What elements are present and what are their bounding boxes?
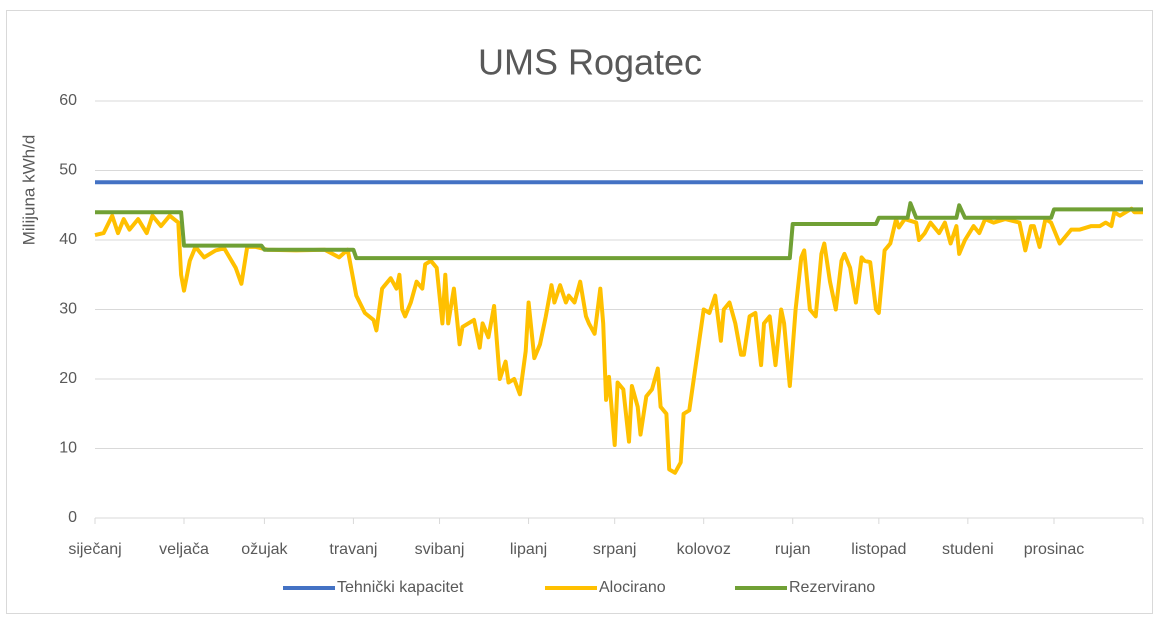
data-line: [95, 201, 1143, 261]
x-tick-label: ožujak: [241, 541, 288, 558]
x-tick-label: travanj: [329, 541, 377, 558]
legend-label: Rezervirano: [789, 579, 875, 596]
x-tick-label: lipanj: [510, 541, 547, 558]
x-tick-label: svibanj: [415, 541, 465, 558]
x-tick-label: kolovoz: [677, 541, 731, 558]
y-tick-label: 20: [59, 370, 77, 387]
x-tick-label: studeni: [942, 541, 994, 558]
y-axis-label: Milijuna kWh/d: [19, 135, 38, 246]
chart-frame: [6, 10, 1153, 614]
y-tick-label: 10: [59, 440, 77, 457]
x-tick-label: prosinac: [1024, 541, 1084, 558]
y-tick-label: 0: [68, 509, 77, 526]
legend-label: Tehnički kapacitet: [337, 579, 464, 596]
x-tick-label: veljača: [159, 541, 209, 558]
x-tick-label: listopad: [851, 541, 906, 558]
x-tick-label: siječanj: [68, 541, 121, 558]
y-tick-label: 40: [59, 231, 77, 248]
y-tick-label: 30: [59, 301, 77, 318]
y-tick-label: 60: [59, 92, 77, 109]
y-tick-label: 50: [59, 162, 77, 179]
data-line: [94, 206, 1143, 475]
chart-title: UMS Rogatec: [478, 42, 702, 83]
x-tick-label: rujan: [775, 541, 811, 558]
legend-label: Alocirano: [599, 579, 666, 596]
x-tick-label: srpanj: [593, 541, 637, 558]
